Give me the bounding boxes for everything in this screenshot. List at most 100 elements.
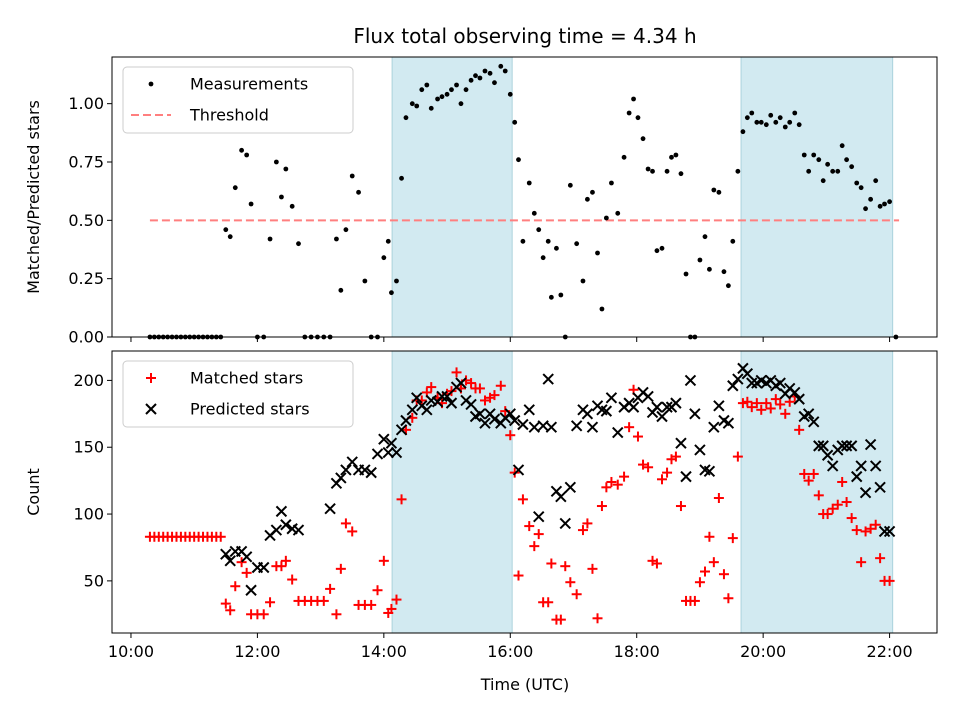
data-point (787, 119, 793, 125)
data-point (371, 448, 384, 460)
data-point (827, 503, 838, 514)
data-point (224, 555, 236, 567)
data-point (675, 437, 687, 449)
data-point (678, 171, 684, 177)
data-point (631, 96, 636, 102)
data-point (582, 518, 593, 529)
data-point (643, 462, 654, 473)
data-point (659, 245, 665, 251)
data-point (428, 105, 434, 111)
data-point (713, 493, 724, 504)
data-point (580, 278, 586, 284)
data-point (524, 521, 535, 532)
data-point (732, 451, 743, 462)
data-point (699, 566, 710, 577)
data-point (694, 444, 706, 456)
data-point (599, 306, 605, 312)
data-point (673, 152, 679, 158)
data-point (565, 577, 576, 588)
data-point (832, 499, 843, 510)
data-point (347, 526, 358, 537)
data-point (689, 595, 700, 606)
data-point (774, 377, 786, 389)
data-point (782, 124, 788, 130)
data-point (543, 597, 554, 608)
data-point (528, 421, 541, 433)
data-point (570, 420, 583, 432)
data-point (449, 87, 454, 93)
data-point (356, 189, 361, 195)
data-point (863, 206, 868, 212)
data-point (742, 396, 753, 407)
data-point (409, 101, 415, 107)
data-point (675, 501, 686, 512)
data-point (882, 201, 887, 207)
data-point (280, 555, 291, 566)
data-point (680, 470, 692, 483)
data-point (619, 471, 630, 482)
data-point (391, 594, 402, 605)
data-point (592, 613, 603, 624)
data-point (275, 505, 288, 518)
data-point (359, 464, 371, 476)
data-point (343, 227, 349, 233)
data-point (273, 159, 279, 165)
data-point (877, 203, 883, 209)
data-point (632, 431, 643, 442)
data-point (615, 210, 621, 216)
data-point (488, 413, 501, 425)
data-point (389, 290, 394, 296)
legend-marker (148, 81, 154, 87)
data-point (396, 494, 407, 505)
data-point (590, 189, 595, 195)
legend-label: Matched stars (190, 369, 303, 388)
data-point (794, 424, 805, 435)
x-axis-label: Time (UTC) (480, 675, 569, 694)
data-point (283, 166, 289, 172)
series-predicted-stars (220, 362, 896, 596)
data-point (855, 460, 867, 472)
data-point (721, 269, 727, 275)
data-point (741, 368, 754, 380)
data-point (600, 405, 613, 417)
data-point (874, 481, 886, 494)
data-point (661, 401, 673, 413)
data-point (702, 234, 708, 240)
data-point (542, 373, 554, 385)
data-point (777, 115, 783, 121)
data-point (512, 464, 525, 476)
y-tick-label: 100 (73, 505, 104, 524)
shaded-interval (740, 350, 894, 634)
data-point (406, 404, 418, 416)
data-point (292, 524, 305, 536)
data-point (725, 283, 731, 289)
data-point (546, 558, 557, 569)
data-point (280, 519, 292, 531)
data-point (761, 398, 772, 409)
data-point (382, 446, 394, 459)
data-point (463, 87, 469, 93)
data-point (626, 110, 632, 116)
data-point (708, 421, 720, 433)
data-point (841, 497, 852, 508)
data-point (581, 408, 594, 420)
data-point (474, 383, 485, 394)
data-point (287, 574, 298, 585)
data-point (577, 525, 588, 536)
panel-2: 50 100 150 200 10:00 12:00 14:00 16:00 18:00 20:0… (24, 350, 938, 661)
data-point (335, 472, 347, 484)
chart-title: Flux total observing time = 4.34 h (353, 24, 696, 48)
data-point (492, 80, 497, 86)
data-point (802, 408, 815, 420)
data-point (411, 392, 423, 404)
legend-box (122, 66, 354, 134)
data-point (722, 417, 735, 429)
data-point (555, 614, 566, 625)
legend-label: Predicted stars (190, 400, 310, 419)
data-point (258, 609, 269, 620)
data-point (545, 238, 551, 244)
data-point (487, 70, 493, 76)
y-tick-label: 200 (73, 371, 104, 390)
data-point (258, 561, 270, 574)
data-point (740, 129, 746, 135)
